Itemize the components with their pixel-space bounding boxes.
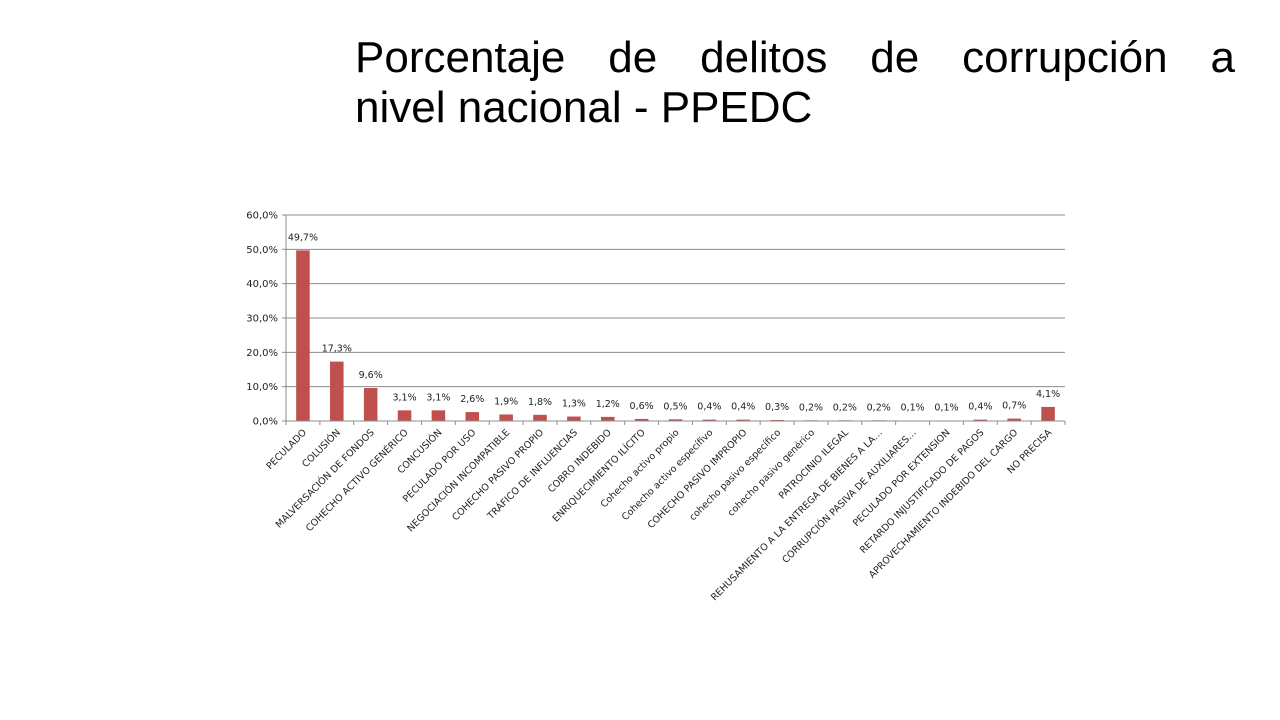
data-label: 0,1% bbox=[901, 403, 925, 414]
data-label: 4,1% bbox=[1036, 389, 1060, 400]
y-tick-label: 0,0% bbox=[253, 417, 278, 428]
data-label: 0,4% bbox=[968, 402, 992, 413]
axes bbox=[285, 215, 1066, 425]
bar bbox=[973, 419, 988, 421]
bar bbox=[1007, 418, 1021, 421]
y-tick-label: 50,0% bbox=[246, 245, 278, 256]
data-label: 0,2% bbox=[867, 402, 891, 413]
data-label: 0,5% bbox=[663, 401, 687, 412]
y-tick-labels: 0,0% 10,0% 20,0% 30,0% 40,0% 50,0% 60,0% bbox=[246, 211, 278, 428]
category-label: RETARDO INJUSTIFICADO DE PAGOS bbox=[858, 427, 987, 556]
bars bbox=[296, 250, 1055, 422]
data-label: 0,4% bbox=[731, 402, 755, 413]
y-tick-label: 40,0% bbox=[246, 279, 278, 290]
bar bbox=[431, 410, 446, 421]
data-label: 1,9% bbox=[494, 396, 518, 407]
data-label: 0,1% bbox=[934, 403, 958, 414]
slide-title-line-2: nivel nacional - PPEDC bbox=[355, 83, 813, 132]
data-label: 0,7% bbox=[1002, 401, 1026, 412]
data-label: 0,2% bbox=[799, 402, 823, 413]
bar bbox=[363, 388, 378, 421]
slide-title-line-1: Porcentaje de delitos de corrupción a bbox=[355, 33, 1235, 82]
bar bbox=[634, 418, 649, 421]
bar bbox=[668, 419, 683, 421]
slide-title: Porcentaje de delitos de corrupción a ni… bbox=[355, 33, 1235, 133]
data-label: 3,1% bbox=[392, 392, 416, 403]
gridlines bbox=[282, 214, 1065, 422]
data-label: 0,2% bbox=[833, 402, 857, 413]
bar bbox=[567, 416, 581, 421]
data-label: 0,3% bbox=[765, 402, 789, 413]
bar bbox=[465, 412, 480, 421]
bar bbox=[296, 250, 310, 421]
bar bbox=[330, 361, 344, 421]
y-tick-label: 20,0% bbox=[246, 348, 278, 359]
bar bbox=[533, 414, 547, 421]
data-label: 2,6% bbox=[460, 394, 484, 405]
data-label: 1,2% bbox=[596, 399, 620, 410]
data-label: 0,4% bbox=[697, 402, 721, 413]
data-label: 1,8% bbox=[528, 397, 552, 408]
y-tick-label: 10,0% bbox=[246, 382, 278, 393]
bar bbox=[397, 410, 412, 421]
bar bbox=[499, 414, 513, 421]
y-tick-label: 60,0% bbox=[246, 211, 278, 222]
bar bbox=[600, 416, 615, 421]
data-label: 1,3% bbox=[562, 399, 586, 410]
data-label: 3,1% bbox=[426, 392, 450, 403]
data-label: 9,6% bbox=[359, 370, 383, 381]
bar bbox=[1041, 406, 1055, 421]
data-label: 17,3% bbox=[322, 344, 352, 355]
y-tick-label: 30,0% bbox=[246, 314, 278, 325]
data-label: 0,6% bbox=[630, 401, 654, 412]
data-labels: 49,7% 17,3% 9,6% 3,1% 3,1% 2,6% 1,9% 1,8% 1,3% 1,… bbox=[288, 232, 1060, 413]
data-label: 49,7% bbox=[288, 232, 318, 243]
bar bbox=[770, 419, 784, 421]
category-label: COBRO INDEBIDO bbox=[546, 427, 614, 495]
bar bbox=[736, 419, 751, 421]
bar bbox=[702, 419, 717, 421]
